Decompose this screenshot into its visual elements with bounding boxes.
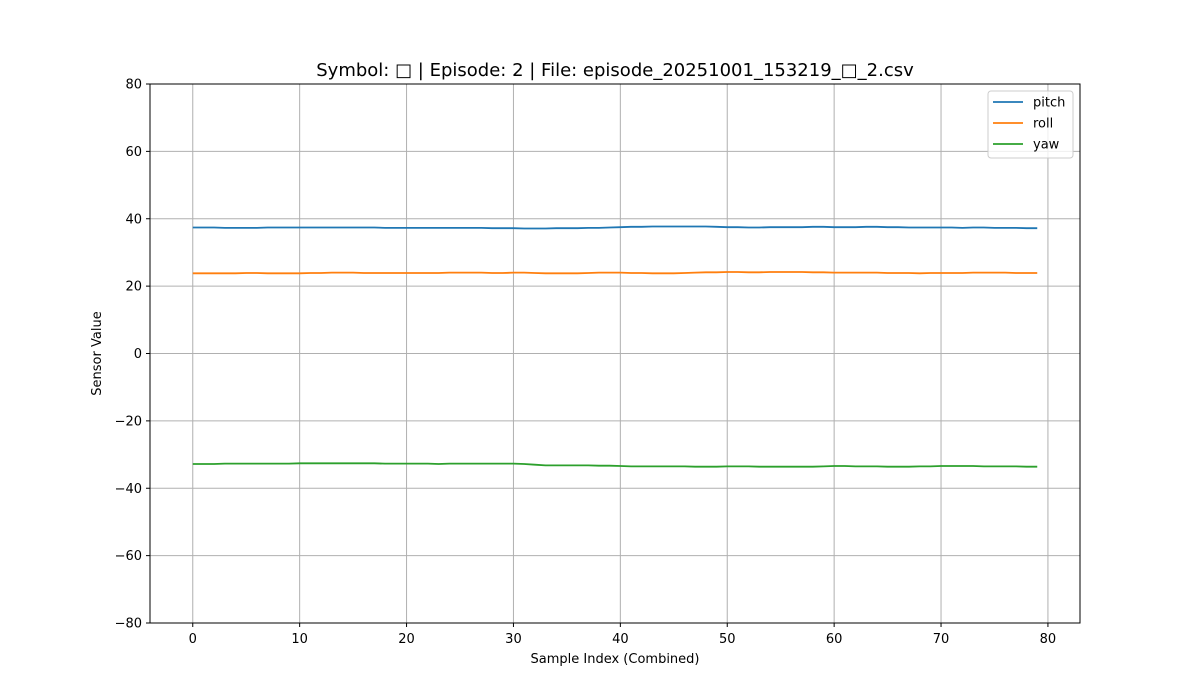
legend-box (987, 90, 1074, 159)
x-tick-label: 60 (826, 632, 843, 647)
x-axis-title: Sample Index (Combined) (531, 652, 700, 667)
x-axis: 0 10 20 30 40 50 60 70 80 (189, 623, 1057, 647)
legend-label-yaw: yaw (1033, 138, 1060, 153)
x-tick-label: 80 (1040, 632, 1057, 647)
series-line-pitch (192, 225, 1038, 230)
legend: pitch roll yaw (987, 90, 1074, 159)
y-tick-label: −40 (115, 482, 142, 497)
y-tick-label: −80 (115, 617, 142, 632)
series-line-yaw (192, 462, 1038, 468)
x-tick-label: 20 (398, 632, 415, 647)
y-tick-label: 60 (125, 145, 142, 160)
y-tick-label: 20 (125, 280, 142, 295)
legend-label-roll: roll (1033, 117, 1053, 132)
legend-label-pitch: pitch (1033, 96, 1065, 111)
x-tick-label: 0 (189, 632, 197, 647)
x-tick-label: 10 (291, 632, 308, 647)
y-axis-title: Sensor Value (90, 311, 105, 395)
x-tick-label: 70 (933, 632, 950, 647)
x-tick-label: 30 (505, 632, 522, 647)
y-axis: −80 −60 −40 −20 0 20 40 60 80 (115, 78, 150, 632)
y-tick-label: 0 (134, 347, 142, 362)
x-tick-label: 50 (719, 632, 736, 647)
x-tick-label: 40 (612, 632, 629, 647)
series-lines (192, 225, 1038, 468)
y-tick-label: −20 (115, 414, 142, 429)
y-tick-label: −60 (115, 549, 142, 564)
chart-title: Symbol: □ | Episode: 2 | File: episode_2… (316, 60, 914, 81)
y-tick-label: 40 (125, 212, 142, 227)
y-tick-label: 80 (125, 78, 142, 93)
series-line-roll (192, 271, 1038, 275)
